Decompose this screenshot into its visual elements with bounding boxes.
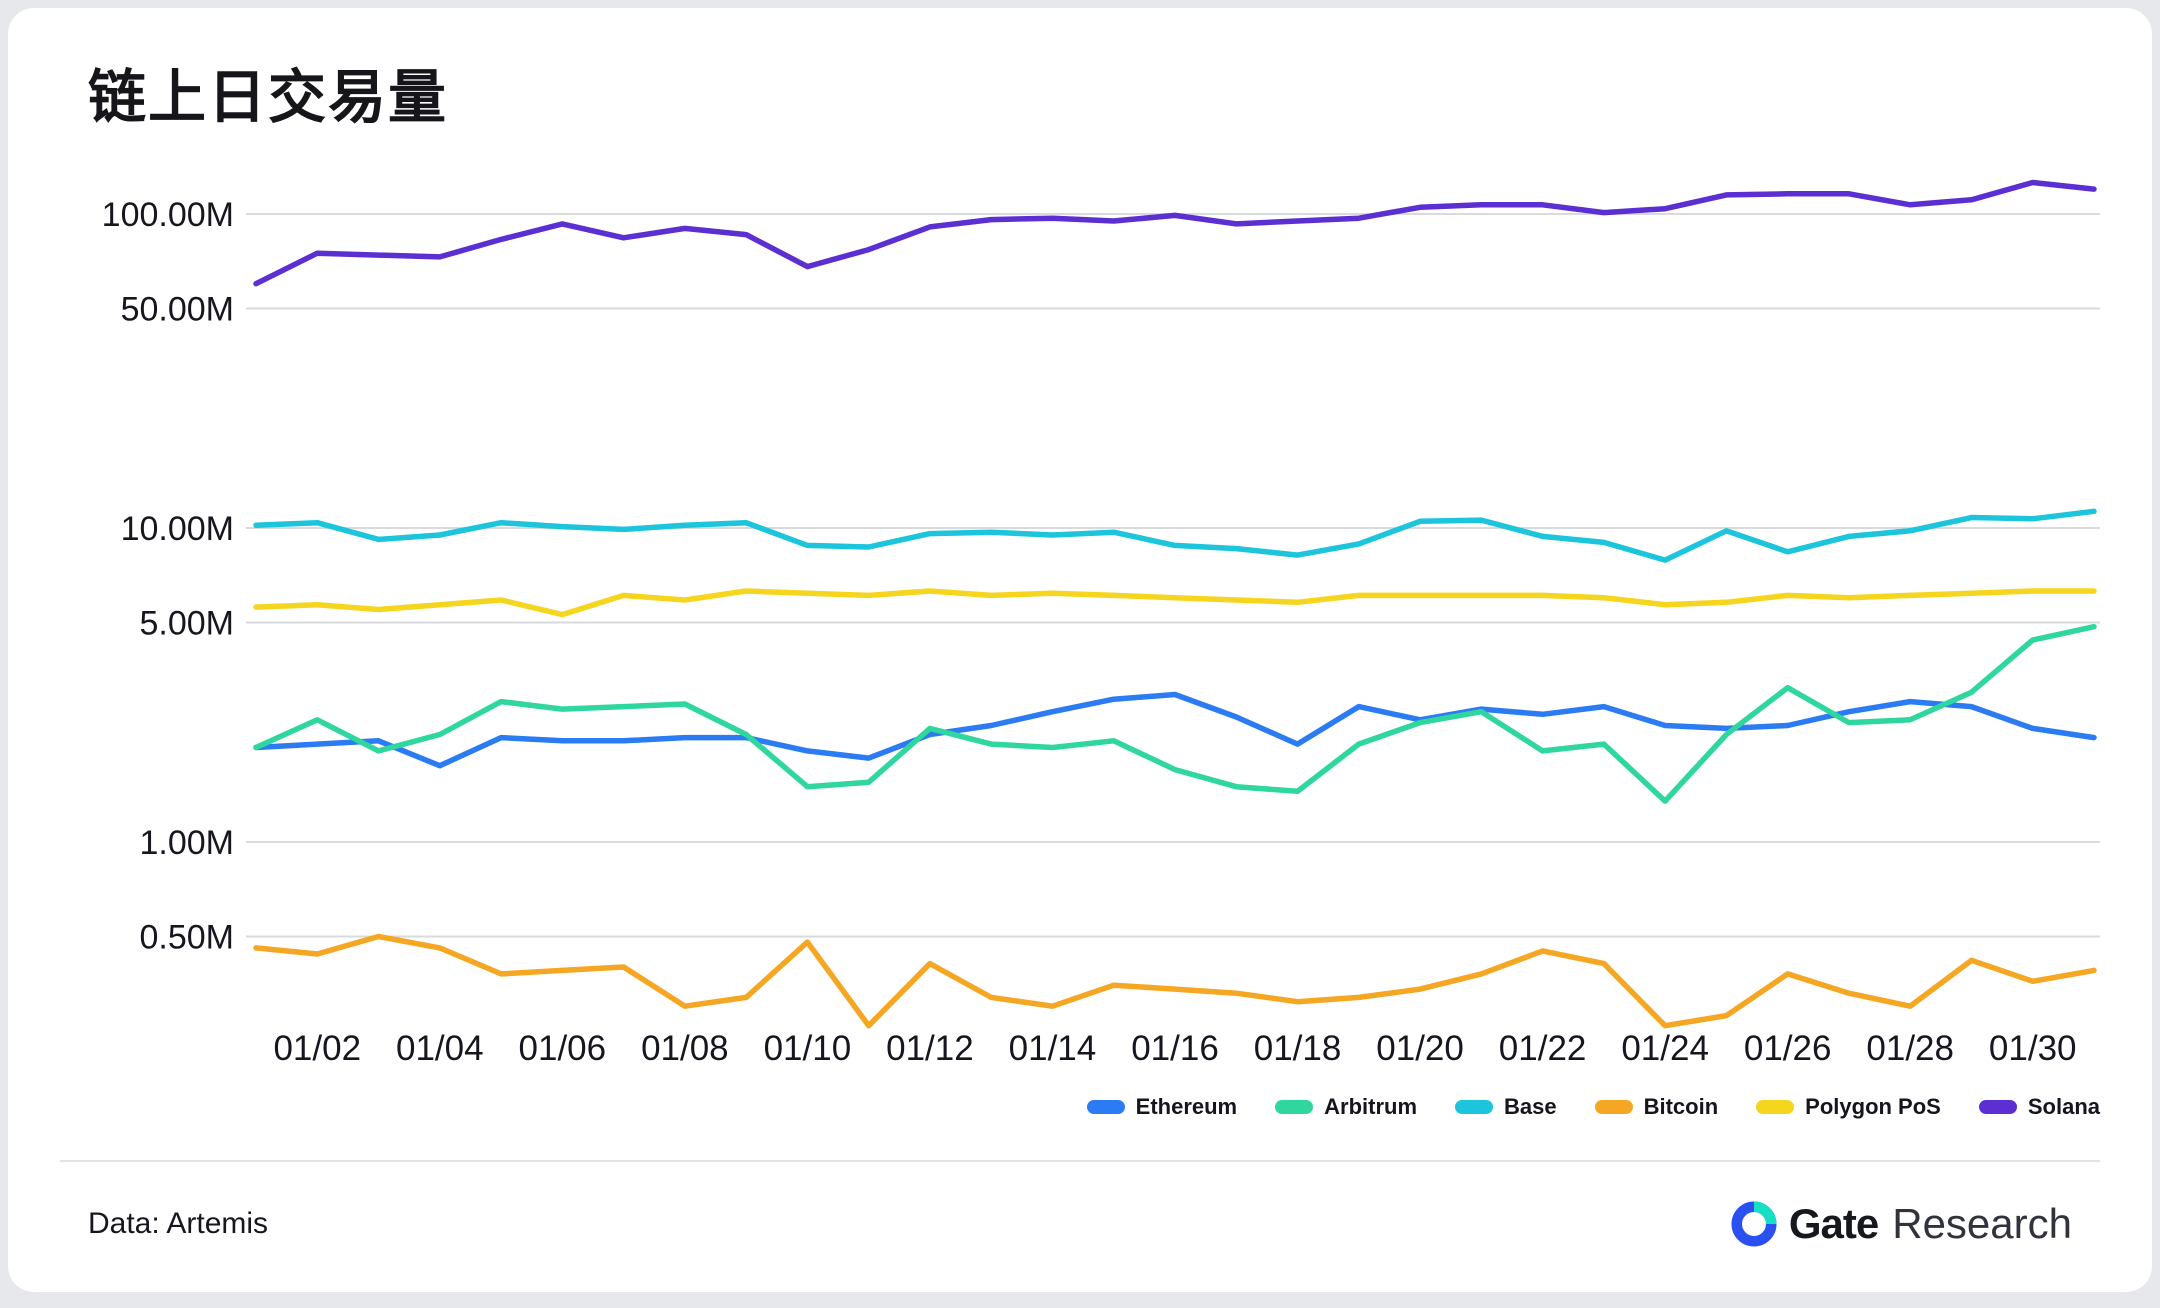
data-source-label: Data: Artemis — [88, 1207, 269, 1240]
series-line-ethereum — [253, 691, 2097, 769]
x-axis-label: 01/06 — [519, 1029, 607, 1068]
gate-logo-icon — [1731, 1201, 1777, 1247]
x-axis-label: 01/18 — [1254, 1029, 1342, 1068]
legend-swatch — [1594, 1100, 1633, 1114]
chart-legend: Ethereum Arbitrum Base Bitcoin Polygon PoS So… — [1086, 1094, 2100, 1120]
legend-swatch — [1455, 1100, 1494, 1114]
x-axis-label: 01/22 — [1499, 1029, 1587, 1068]
x-axis-label: 01/24 — [1621, 1029, 1709, 1068]
legend-swatch — [1275, 1100, 1314, 1114]
x-axis-label: 01/28 — [1866, 1029, 1954, 1068]
legend-item-solana: Solana — [1978, 1094, 2100, 1120]
y-axis-label: 50.00M — [121, 291, 234, 329]
y-axis-label: 10.00M — [121, 510, 234, 548]
x-axis-label: 01/20 — [1376, 1029, 1464, 1068]
line-chart: 100.00M 50.00M 10.00M 5.00M 1.00M 0.50M 01/02 0… — [102, 179, 2100, 1068]
series-line-solana — [253, 179, 2097, 287]
legend-item-arbitrum: Arbitrum — [1275, 1094, 1417, 1120]
x-axis-label: 01/30 — [1989, 1029, 2077, 1068]
legend-label: Base — [1504, 1094, 1557, 1119]
legend-label: Bitcoin — [1643, 1094, 1719, 1119]
x-axis-label: 01/02 — [273, 1029, 361, 1068]
series-line-bitcoin — [253, 933, 2097, 1029]
gate-research-logo: Gate Research — [1731, 1200, 2072, 1248]
x-axis-label: 01/26 — [1744, 1029, 1832, 1068]
y-axis-label: 1.00M — [140, 824, 235, 862]
footer: Data: Artemis Gate Research — [60, 1160, 2100, 1286]
x-axis-label: 01/12 — [886, 1029, 974, 1068]
legend-item-bitcoin: Bitcoin — [1594, 1094, 1719, 1120]
chart-title: 链上日交易量 — [88, 65, 449, 130]
legend-swatch — [1756, 1100, 1795, 1114]
legend-item-ethereum: Ethereum — [1086, 1094, 1238, 1120]
brand-name-light: Research — [1892, 1200, 2072, 1247]
legend-label: Solana — [2027, 1094, 2100, 1119]
chart-card: 链上日交易量 100.00M 50.00M 10.00M 5.00M 1.00M 0.50… — [8, 8, 2152, 1292]
legend-item-polygon-pos: Polygon PoS — [1756, 1094, 1941, 1120]
legend-label: Polygon PoS — [1805, 1094, 1941, 1119]
x-axis-label: 01/16 — [1131, 1029, 1219, 1068]
series-line-base — [253, 508, 2097, 563]
legend-label: Arbitrum — [1324, 1094, 1418, 1119]
series-line-arbitrum — [253, 623, 2097, 804]
x-axis-label: 01/14 — [1009, 1029, 1097, 1068]
y-axis-label: 100.00M — [102, 196, 234, 234]
x-axis-label: 01/08 — [641, 1029, 729, 1068]
y-axis-label: 0.50M — [140, 919, 235, 957]
legend-swatch — [1086, 1100, 1125, 1114]
x-axis-label: 01/04 — [396, 1029, 484, 1068]
legend-item-base: Base — [1455, 1094, 1557, 1120]
legend-label: Ethereum — [1135, 1094, 1238, 1119]
brand-name-bold: Gate — [1788, 1200, 1879, 1247]
series-line-polygon-pos — [253, 588, 2097, 618]
legend-swatch — [1978, 1100, 2017, 1114]
x-axis-label: 01/10 — [764, 1029, 852, 1068]
y-axis-label: 5.00M — [140, 605, 235, 643]
